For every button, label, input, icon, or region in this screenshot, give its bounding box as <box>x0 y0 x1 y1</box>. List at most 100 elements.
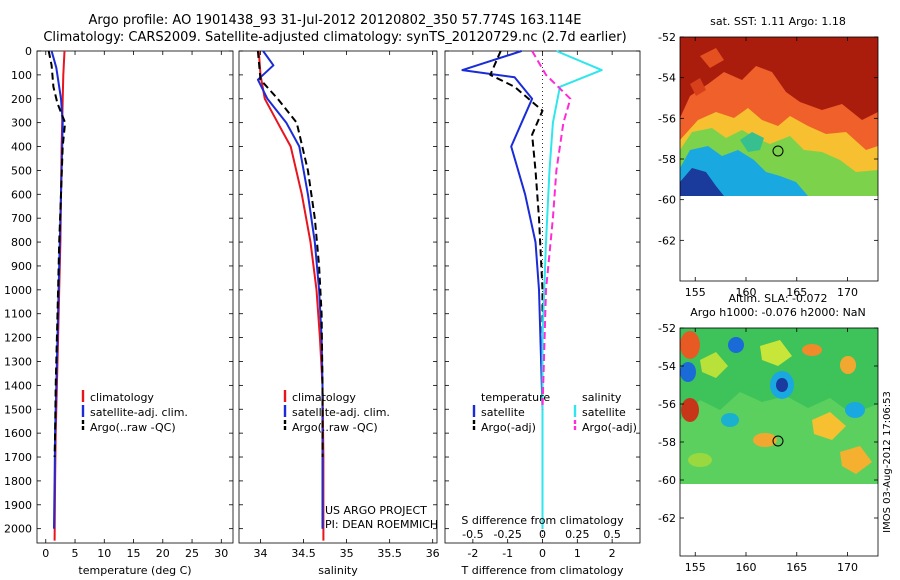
map-x-tick-label: 170 <box>837 561 858 574</box>
x-axis-label: temperature (deg C) <box>78 564 191 577</box>
map-y-tick-label: -52 <box>658 31 676 44</box>
series-line-temperature-satellite <box>461 50 544 529</box>
x-tick-label: 0 <box>539 547 546 560</box>
map-y-tick-label: -62 <box>658 512 676 525</box>
series-line-climatology <box>257 50 325 541</box>
x-tick-label: 0 <box>42 547 49 560</box>
y-tick-label: 1300 <box>4 355 32 368</box>
legend-label: Argo(..raw -QC) <box>292 421 378 434</box>
y-tick-label: 1200 <box>4 332 32 345</box>
side-stamp: IMOS 03-Aug-2012 17:06:53 <box>882 391 893 533</box>
pi-annotation: US ARGO PROJECT <box>325 504 427 517</box>
legend-label: climatology <box>90 391 154 404</box>
series-line-argo-raw-qc- <box>256 50 324 457</box>
y-tick-label: 1100 <box>4 308 32 321</box>
y-tick-label: 900 <box>11 260 32 273</box>
map-y-tick-label: -60 <box>658 194 676 207</box>
top-tick-label: 0.25 <box>565 528 590 541</box>
legend-label: satellite <box>481 406 525 419</box>
series-line-salinity-argo-adj- <box>531 50 572 410</box>
sla-float-marker <box>772 435 784 447</box>
pi-annotation: PI: DEAN ROEMMICH <box>325 518 438 531</box>
x-tick-label: 10 <box>97 547 111 560</box>
y-tick-label: 1500 <box>4 403 32 416</box>
y-tick-label: 300 <box>11 117 32 130</box>
y-tick-label: 400 <box>11 141 32 154</box>
legend-heading-temperature: temperature <box>481 391 550 404</box>
top-tick-label: 0 <box>539 528 546 541</box>
plot-frame <box>238 50 438 544</box>
y-tick-label: 200 <box>11 93 32 106</box>
plot-frame <box>36 50 234 544</box>
x-tick-label: 35 <box>340 547 354 560</box>
x-tick-label: 35.5 <box>377 547 402 560</box>
sla-map-axes: -52 -54 -56 -58 -60 -62 155 160 165 170 <box>658 322 878 574</box>
top-axis-label: S difference from climatology <box>461 514 624 527</box>
x-tick-label: 34 <box>254 547 268 560</box>
sst-float-marker <box>772 145 784 157</box>
difference-panel: -2 -1 0 1 2 T difference from climatology temp… <box>444 50 641 577</box>
map-x-tick-label: 170 <box>837 286 858 299</box>
map-y-tick-label: -58 <box>658 153 676 166</box>
map-y-tick-label: -56 <box>658 398 676 411</box>
map-y-tick-label: -54 <box>658 72 676 85</box>
y-tick-label: 1000 <box>4 284 32 297</box>
legend-label: satellite-adj. clim. <box>90 406 188 419</box>
series-line-satellite-adj-clim- <box>50 50 64 529</box>
figure-title-line2: Climatology: CARS2009. Satellite-adjuste… <box>43 30 626 45</box>
map-x-tick-label: 155 <box>685 286 706 299</box>
x-tick-label: 1 <box>574 547 581 560</box>
top-tick-label: -0.5 <box>462 528 483 541</box>
legend-label: Argo(..raw -QC) <box>90 421 176 434</box>
x-tick-label: 20 <box>156 547 170 560</box>
y-tick-label: 2000 <box>4 523 32 536</box>
y-tick-label: 1600 <box>4 427 32 440</box>
legend-heading-salinity: salinity <box>582 391 622 404</box>
x-tick-label: 25 <box>185 547 199 560</box>
legend-label: Argo(-adj) <box>582 421 637 434</box>
y-tick-label: 0 <box>25 45 32 58</box>
map-x-tick-label: 160 <box>736 286 757 299</box>
map-y-tick-label: -58 <box>658 436 676 449</box>
x-tick-label: 2 <box>609 547 616 560</box>
series-line-satellite-adj-clim- <box>256 50 324 529</box>
y-tick-label: 1400 <box>4 379 32 392</box>
series-line-argo-raw-qc- <box>47 50 67 458</box>
y-tick-label: 700 <box>11 212 32 225</box>
map-x-tick-label: 165 <box>786 561 807 574</box>
map-x-tick-label: 155 <box>685 561 706 574</box>
legend-label: Argo(-adj) <box>481 421 536 434</box>
temperature-panel: 0100200300400500600700800900100011001200… <box>4 45 234 577</box>
y-tick-label: 600 <box>11 188 32 201</box>
map-y-tick-label: -56 <box>658 112 676 125</box>
salinity-panel: 34 34.5 35 35.5 36 salinity climatology satelli… <box>238 50 440 577</box>
y-tick-label: 800 <box>11 236 32 249</box>
x-tick-label: 5 <box>72 547 79 560</box>
x-axis-label: salinity <box>318 564 358 577</box>
x-tick-label: -1 <box>502 547 513 560</box>
sla-map-subtitle: Argo h1000: -0.076 h2000: NaN <box>690 306 866 319</box>
x-tick-label: 34.5 <box>291 547 316 560</box>
sla-map-title: Altim. SLA: -0.072 <box>728 292 827 305</box>
x-axis-label: T difference from climatology <box>461 564 624 577</box>
sst-map-axes: -52 -54 -56 -58 -60 -62 155 160 165 170 <box>658 31 878 299</box>
sst-map-title: sat. SST: 1.11 Argo: 1.18 <box>710 15 846 28</box>
x-tick-label: 15 <box>127 547 141 560</box>
y-tick-label: 500 <box>11 164 32 177</box>
map-y-tick-label: -62 <box>658 234 676 247</box>
top-tick-label: -0.25 <box>493 528 521 541</box>
legend-label: satellite <box>582 406 626 419</box>
sla-map-image <box>680 328 878 484</box>
sst-map-image <box>680 37 878 196</box>
y-tick-label: 100 <box>11 69 32 82</box>
map-y-tick-label: -52 <box>658 322 676 335</box>
series-line-salinity-satellite <box>541 50 603 529</box>
y-tick-label: 1900 <box>4 499 32 512</box>
y-tick-label: 1700 <box>4 451 32 464</box>
top-tick-label: 0.5 <box>603 528 621 541</box>
series-line-temperature-argo-adj- <box>489 50 544 457</box>
figure-title-line1: Argo profile: AO 1901438_93 31-Jul-2012 … <box>88 13 581 28</box>
x-tick-label: 36 <box>426 547 440 560</box>
x-tick-label: -2 <box>467 547 478 560</box>
